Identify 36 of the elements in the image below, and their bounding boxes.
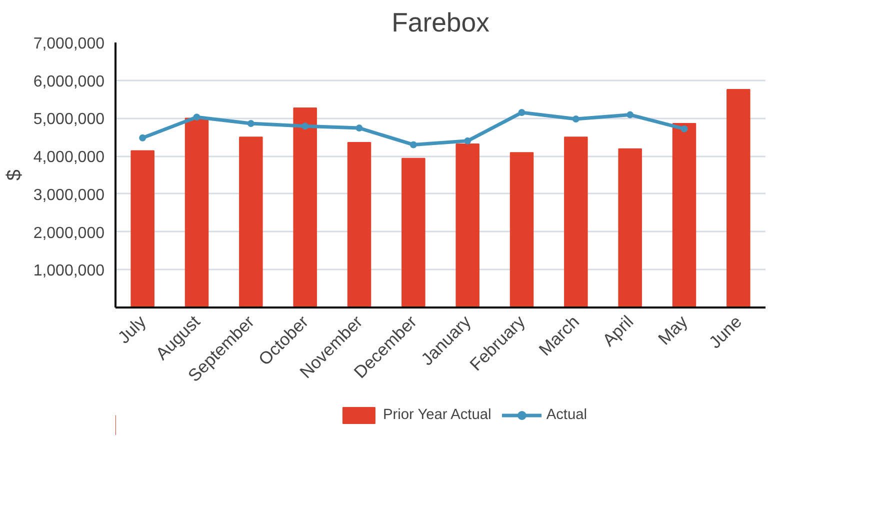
x-tick-label: May (654, 311, 692, 349)
bar (184, 118, 209, 308)
legend-label: Actual (546, 407, 588, 423)
y-tick-label: 5,000,000 (33, 111, 105, 128)
point (464, 137, 472, 144)
chart-title: Farebox (392, 8, 490, 38)
point (518, 109, 526, 116)
bar (402, 158, 426, 308)
point (247, 120, 254, 128)
bar (347, 142, 372, 308)
point (356, 124, 363, 132)
point (626, 111, 634, 118)
point (572, 115, 580, 122)
bar (564, 136, 588, 308)
bar (456, 143, 480, 308)
point (302, 122, 309, 130)
point (139, 134, 146, 142)
bar (726, 88, 750, 308)
bar (293, 107, 317, 308)
x-tick-label: July (114, 311, 150, 348)
bar (618, 148, 642, 308)
y-tick-label: 2,000,000 (33, 224, 105, 242)
point (410, 141, 417, 148)
bar (510, 152, 534, 308)
bar (239, 136, 263, 308)
point (193, 114, 200, 121)
legend-label: Prior Year Actual (382, 407, 492, 423)
y-tick-label: 1,000,000 (33, 262, 105, 280)
point (680, 125, 688, 132)
y-tick-label: 7,000,000 (33, 36, 105, 52)
y-tick-label: 6,000,000 (33, 73, 105, 90)
y-axis-title: $ (3, 169, 26, 181)
bar (672, 123, 696, 308)
y-tick-label: 3,000,000 (33, 186, 105, 204)
bar (130, 150, 154, 308)
y-tick-label: 4,000,000 (33, 149, 105, 166)
